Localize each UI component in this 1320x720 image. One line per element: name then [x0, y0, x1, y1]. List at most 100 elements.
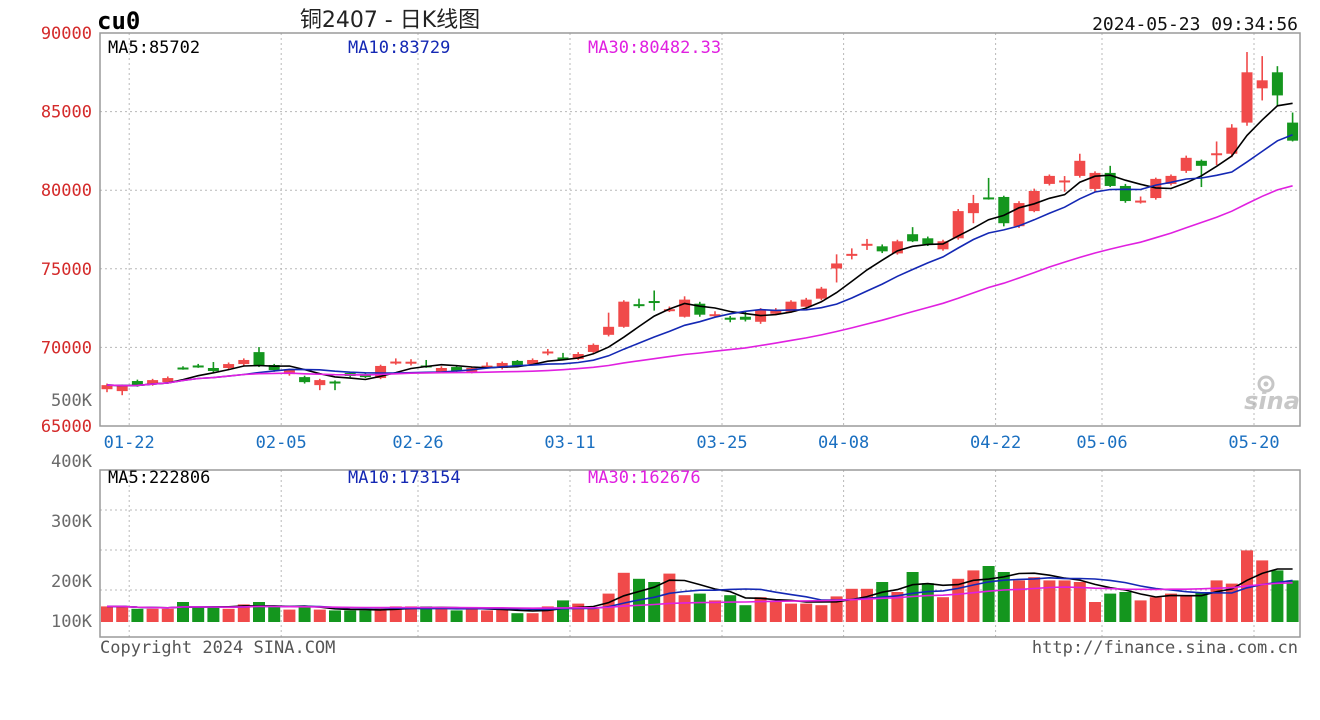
volume-bar: [693, 593, 706, 622]
candle-up: [405, 359, 417, 366]
volume-bar: [587, 608, 600, 622]
price-axis-label: 90000: [41, 24, 92, 44]
volume-bar: [101, 606, 113, 622]
volume-axis-label: 100K: [51, 612, 93, 632]
candle-body: [177, 367, 189, 370]
candle-up: [1043, 174, 1055, 186]
candle-down: [648, 290, 660, 311]
date-axis-label: 04-22: [970, 433, 1021, 453]
candle-body: [1043, 175, 1055, 184]
volume-axis-label: 400K: [51, 452, 93, 472]
volume-ma5-label: MA5:222806: [108, 468, 210, 488]
candle-up: [101, 383, 113, 393]
copyright-text: Copyright 2024 SINA.COM: [100, 638, 335, 658]
candle-body: [983, 197, 995, 200]
volume-bar: [450, 610, 463, 622]
candle-up: [542, 348, 554, 356]
volume-bar: [283, 609, 296, 622]
candle-up: [891, 239, 903, 255]
candle-body: [1180, 157, 1192, 171]
candle-down: [694, 301, 706, 317]
volume-bar: [1073, 582, 1086, 622]
candles: [101, 52, 1299, 396]
volume-bar: [313, 609, 326, 622]
volume-bar: [465, 608, 478, 622]
candle-body: [162, 378, 174, 383]
price-ma5-label: MA5:85702: [108, 38, 200, 58]
timestamp: 2024-05-23 09:34:56: [1092, 14, 1298, 35]
volume-bar: [1286, 580, 1299, 622]
candle-body: [922, 238, 934, 245]
chart-title: 铜2407 - 日K线图: [300, 8, 480, 33]
volume-bar: [1256, 560, 1269, 622]
candle-down: [207, 362, 219, 373]
volume-bar: [344, 610, 357, 622]
candle-body: [314, 380, 326, 386]
candle-up: [967, 194, 979, 224]
candle-down: [329, 380, 341, 391]
volume-bar: [374, 608, 387, 622]
candle-body: [1028, 190, 1040, 212]
candle-body: [831, 263, 843, 269]
date-axis-label: 03-25: [696, 433, 747, 453]
volume-panel-frame: [99, 469, 1301, 638]
candle-body: [785, 301, 797, 312]
candle-up: [390, 358, 402, 365]
candle-down: [907, 227, 919, 243]
candle-up: [831, 254, 843, 283]
candle-up: [1135, 196, 1147, 204]
candle-body: [451, 367, 463, 371]
volume-bar: [511, 613, 524, 622]
volume-ma10-label: MA10:173154: [348, 468, 461, 488]
candle-body: [1059, 180, 1071, 183]
candle-body: [876, 246, 888, 252]
candle-body: [481, 365, 493, 368]
candle-body: [1135, 200, 1147, 203]
candle-body: [724, 317, 736, 320]
volume-bar: [1271, 570, 1284, 622]
volume-scale-label: 500K: [51, 391, 93, 411]
volume-bar: [1104, 593, 1117, 622]
date-axis-label: 01-22: [104, 433, 155, 453]
volume-ma30-label: MA30:162676: [588, 468, 701, 488]
volume-bar: [177, 602, 189, 622]
volume-bar: [815, 605, 828, 622]
volume-bar: [1119, 592, 1132, 622]
candle-body: [739, 316, 751, 320]
candle-body: [101, 385, 113, 390]
candle-body: [1271, 72, 1283, 96]
candle-body: [253, 352, 265, 366]
candle-body: [375, 365, 387, 379]
volume-bar: [237, 604, 250, 622]
candle-body: [907, 234, 919, 242]
candle-body: [1013, 203, 1025, 227]
volume-bar: [937, 597, 949, 622]
candle-body: [998, 196, 1010, 224]
candle-up: [314, 378, 326, 391]
volume-bars: [101, 550, 1299, 622]
candle-body: [937, 241, 949, 250]
candle-body: [1104, 172, 1116, 186]
volume-bar: [617, 572, 630, 622]
candle-body: [1226, 127, 1238, 154]
volume-bar: [1013, 580, 1025, 622]
sina-logo: sina: [1244, 375, 1300, 415]
candle-up: [1074, 153, 1086, 178]
volume-bar: [648, 582, 661, 622]
candle-up: [618, 300, 630, 328]
candle-up: [481, 362, 493, 368]
volume-bar: [435, 608, 448, 622]
candle-body: [709, 314, 721, 317]
candle-up: [1165, 174, 1177, 186]
price-ma10-line: [106, 134, 1293, 387]
volume-bar: [724, 595, 737, 622]
candle-body: [952, 211, 964, 239]
volume-bar: [1043, 580, 1056, 622]
candle-body: [147, 380, 159, 385]
candle-body: [435, 367, 447, 373]
volume-bar: [891, 592, 904, 622]
volume-axis-label: 200K: [51, 572, 93, 592]
date-axis-label: 02-26: [392, 433, 443, 453]
source-url-link[interactable]: http://finance.sina.com.cn: [1032, 638, 1298, 658]
candle-down: [1195, 159, 1207, 188]
